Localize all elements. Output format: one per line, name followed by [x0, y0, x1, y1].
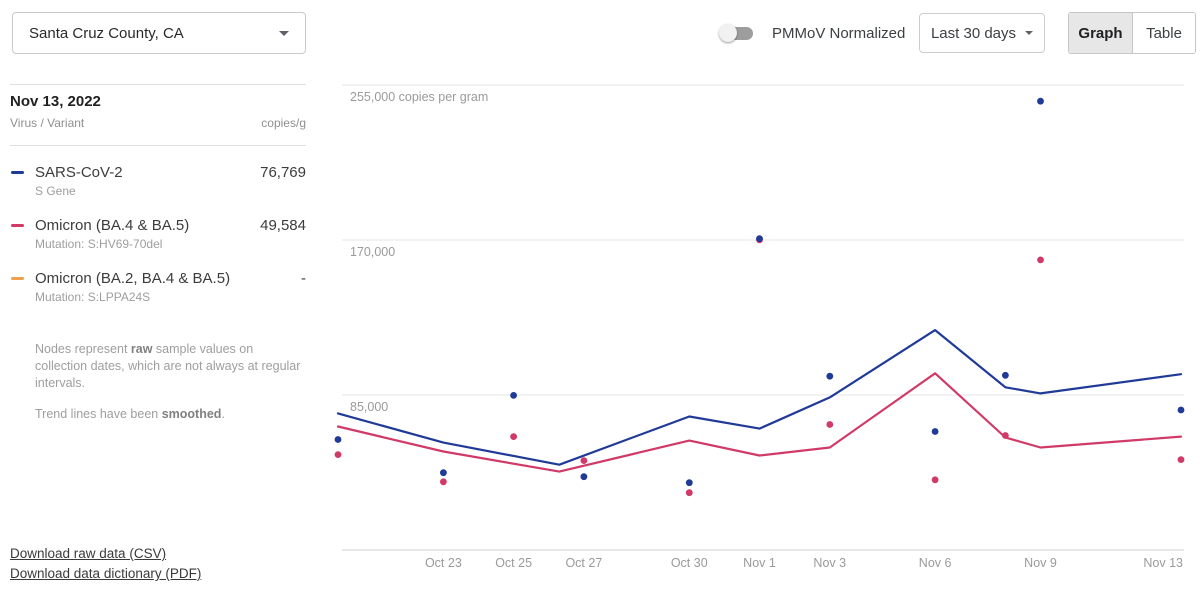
data-point: [440, 478, 447, 486]
legend-item-omicron-ba2-ba4-ba5: Omicron (BA.2, BA.4 & BA.5) Mutation: S:…: [10, 270, 306, 304]
y-tick-label: 85,000: [350, 400, 388, 414]
date-range-selector[interactable]: Last 30 days: [919, 13, 1045, 53]
data-point: [826, 421, 834, 428]
virus-name: Omicron (BA.4 & BA.5): [35, 217, 190, 234]
x-tick-label: Oct 23: [425, 556, 462, 570]
data-point: [334, 436, 342, 443]
data-point: [580, 457, 588, 464]
x-tick-label: Oct 30: [671, 556, 708, 570]
note-text: Nodes represent raw sample values on col…: [35, 342, 301, 390]
x-tick-label: Nov 13: [1143, 556, 1183, 570]
chevron-down-icon: [279, 30, 289, 36]
legend-column-headers: Virus / Variant copies/g: [10, 116, 306, 130]
series-color-dash-icon: [11, 224, 24, 227]
series-color-dash-icon: [11, 171, 24, 174]
note-text: Trend lines have been smoothed.: [35, 407, 225, 421]
col-copies-per-g: copies/g: [261, 116, 306, 130]
location-selector[interactable]: Santa Cruz County, CA: [12, 12, 306, 54]
toggle-switch-icon[interactable]: [719, 24, 753, 42]
toggle-knob: [719, 24, 737, 42]
tab-table[interactable]: Table: [1132, 13, 1195, 53]
data-point: [1002, 432, 1009, 439]
legend-item-sars-cov-2: SARS-CoV-2 S Gene 76,769: [10, 164, 306, 198]
sidebar-divider: [10, 145, 306, 146]
data-point: [685, 479, 693, 487]
virus-subtitle: Mutation: S:LPPA24S: [35, 290, 151, 304]
download-data-dictionary-pdf-link[interactable]: Download data dictionary (PDF): [10, 566, 202, 581]
sidebar-divider: [10, 84, 306, 85]
legend-item-omicron-ba4-ba5: Omicron (BA.4 & BA.5) Mutation: S:HV69-7…: [10, 217, 306, 251]
trend-line: [336, 372, 1183, 473]
virus-name: Omicron (BA.2, BA.4 & BA.5): [35, 270, 231, 287]
download-links: Download raw data (CSV) Download data di…: [10, 544, 201, 584]
chart-notes: Nodes represent raw sample values on col…: [10, 341, 302, 442]
data-point: [1037, 97, 1044, 105]
pmmov-toggle[interactable]: PMMoV Normalized: [719, 24, 905, 42]
pmmov-toggle-label: PMMoV Normalized: [772, 24, 906, 42]
y-tick-label: 255,000 copies per gram: [350, 90, 488, 104]
virus-value: 76,769: [260, 164, 306, 181]
data-point: [826, 372, 834, 380]
x-tick-label: Nov 3: [813, 556, 846, 570]
virus-value: 49,584: [260, 217, 306, 234]
selected-date: Nov 13, 2022: [10, 93, 101, 110]
data-point: [440, 469, 447, 477]
chevron-down-icon: [1025, 31, 1034, 35]
virus-subtitle: S Gene: [35, 184, 76, 198]
data-point: [756, 235, 763, 243]
date-range-value: Last 30 days: [930, 24, 1017, 42]
x-tick-label: Nov 1: [743, 556, 776, 570]
x-tick-label: Oct 25: [495, 556, 532, 570]
x-tick-label: Nov 9: [1024, 556, 1057, 570]
y-tick-label: 170,000: [350, 245, 395, 259]
data-point: [1002, 371, 1009, 379]
data-point: [510, 433, 517, 440]
data-point: [1037, 256, 1044, 264]
x-tick-label: Nov 6: [919, 556, 952, 570]
series-color-dash-icon: [11, 277, 24, 280]
tab-graph[interactable]: Graph: [1069, 13, 1132, 53]
data-point: [510, 392, 517, 399]
virus-legend: SARS-CoV-2 S Gene 76,769 Omicron (BA.4 &…: [10, 164, 306, 323]
view-switcher: Graph Table: [1068, 12, 1196, 54]
data-point: [931, 428, 939, 435]
virus-subtitle: Mutation: S:HV69-70del: [35, 237, 163, 251]
data-point: [1177, 456, 1185, 463]
col-virus-variant: Virus / Variant: [10, 116, 85, 130]
virus-value: -: [301, 270, 306, 287]
x-tick-label: Oct 27: [565, 556, 602, 570]
note-raw-samples: Nodes represent raw sample values on col…: [10, 341, 302, 392]
data-point: [931, 476, 939, 484]
data-point: [580, 473, 588, 481]
download-raw-data-csv-link[interactable]: Download raw data (CSV): [10, 546, 167, 561]
data-point: [1177, 406, 1185, 414]
trend-line: [336, 329, 1183, 466]
note-smoothed-trend: Trend lines have been smoothed.: [10, 406, 302, 428]
data-point: [334, 451, 342, 458]
data-point: [685, 489, 693, 497]
location-selector-value: Santa Cruz County, CA: [29, 24, 184, 42]
virus-name: SARS-CoV-2: [35, 164, 123, 181]
